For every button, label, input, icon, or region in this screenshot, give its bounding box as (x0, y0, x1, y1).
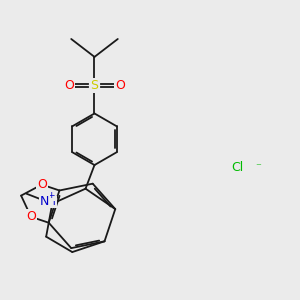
Text: O: O (115, 79, 125, 92)
Text: H: H (48, 197, 56, 207)
Text: O: O (37, 178, 47, 191)
Text: +: + (47, 191, 55, 200)
Text: S: S (91, 79, 98, 92)
Text: ⁻: ⁻ (255, 162, 261, 172)
Text: N: N (40, 195, 49, 208)
Text: Cl: Cl (232, 161, 244, 174)
Text: O: O (64, 79, 74, 92)
Text: O: O (26, 210, 36, 223)
